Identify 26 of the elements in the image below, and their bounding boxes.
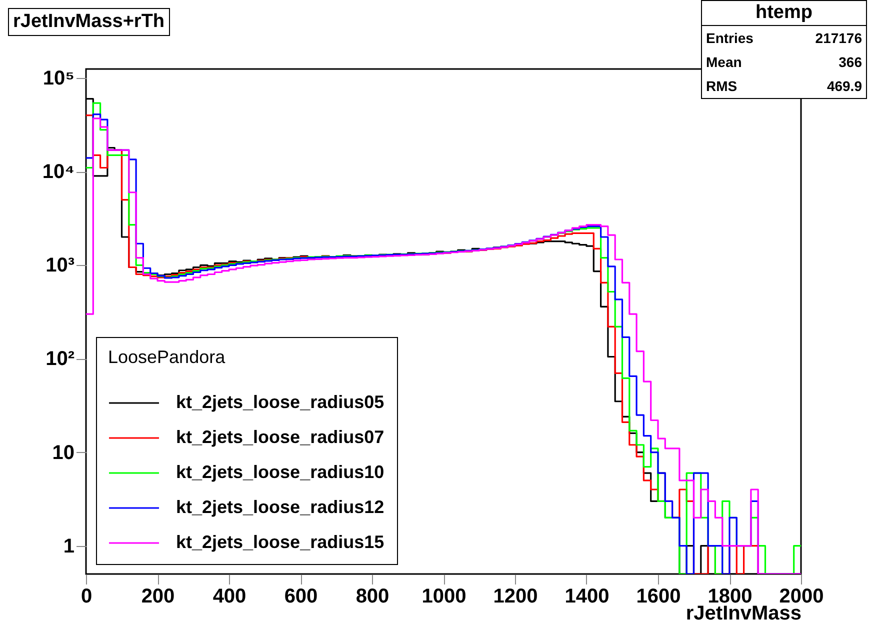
y-tick-label: 10⁴ [42, 161, 74, 184]
x-tick-label: 1200 [493, 586, 538, 608]
x-tick-label: 600 [284, 586, 318, 608]
x-tick-label: 800 [356, 586, 390, 608]
legend-label: kt_2jets_loose_radius07 [176, 427, 384, 447]
x-tick-label: 1400 [564, 586, 610, 608]
text: RMS 469.9 [706, 78, 862, 94]
x-tick-label: 0 [80, 586, 92, 608]
y-tick-label: 10⁵ [42, 68, 74, 90]
x-tick-label: 1000 [422, 586, 466, 608]
x-tick-label: 1600 [636, 586, 681, 608]
text: htemp [702, 1, 866, 26]
chart-title: rJetInvMass+rTh [8, 8, 170, 36]
y-tick-label: 10³ [46, 254, 75, 277]
legend-label: kt_2jets_loose_radius12 [176, 497, 384, 517]
y-tick-label: 10² [46, 348, 75, 370]
x-tick-label: 400 [212, 586, 246, 608]
text: Mean 366 [706, 54, 862, 70]
legend-label: kt_2jets_loose_radius15 [176, 532, 384, 552]
y-tick-label: 10 [52, 442, 74, 464]
legend-label: kt_2jets_loose_radius10 [176, 462, 384, 482]
x-tick-label: 200 [141, 586, 175, 608]
y-tick-label: 1 [63, 535, 74, 558]
legend-label: kt_2jets_loose_radius05 [176, 392, 384, 412]
legend-title: LoosePandora [108, 347, 226, 367]
text: Entries 217176 [706, 30, 862, 46]
